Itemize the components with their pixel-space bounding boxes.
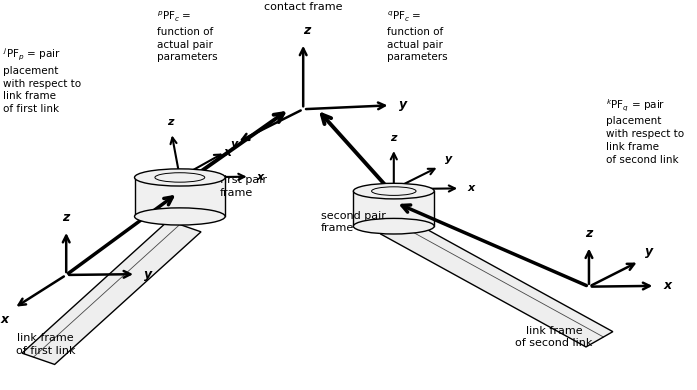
Polygon shape: [381, 218, 613, 347]
Text: $^q$PF$_c$ =
function of
actual pair
parameters: $^q$PF$_c$ = function of actual pair par…: [387, 10, 447, 62]
Text: z: z: [390, 133, 397, 143]
Ellipse shape: [353, 183, 434, 199]
Text: z: z: [167, 117, 174, 127]
Text: $^k$PF$_q$ = pair
placement
with respect to
link frame
of second link: $^k$PF$_q$ = pair placement with respect…: [606, 98, 684, 165]
Text: second pair
frame: second pair frame: [321, 211, 385, 233]
Text: z: z: [303, 24, 310, 37]
Ellipse shape: [353, 218, 434, 234]
Text: y: y: [231, 139, 238, 149]
Polygon shape: [353, 191, 434, 226]
Ellipse shape: [135, 208, 225, 225]
Text: $^p$PF$_c$ =
function of
actual pair
parameters: $^p$PF$_c$ = function of actual pair par…: [157, 10, 217, 62]
Text: link frame
of second link: link frame of second link: [515, 326, 593, 348]
Text: $^j$PF$_p$ = pair
placement
with respect to
link frame
of first link: $^j$PF$_p$ = pair placement with respect…: [3, 47, 82, 114]
Text: y: y: [144, 268, 153, 281]
Text: z: z: [63, 211, 70, 224]
Text: link frame
of first link: link frame of first link: [15, 333, 75, 356]
Text: y: y: [645, 245, 654, 258]
Text: y: y: [445, 154, 452, 164]
Text: x: x: [467, 183, 474, 193]
Text: x: x: [664, 279, 672, 292]
Polygon shape: [135, 177, 225, 216]
Text: y: y: [399, 98, 407, 111]
Text: x: x: [256, 172, 263, 182]
Text: first pair
frame: first pair frame: [220, 176, 266, 198]
Polygon shape: [22, 221, 201, 364]
Text: x: x: [223, 146, 231, 159]
Text: z: z: [585, 227, 592, 240]
Text: contact frame: contact frame: [264, 2, 342, 12]
Text: x: x: [0, 313, 8, 326]
Ellipse shape: [135, 169, 225, 186]
